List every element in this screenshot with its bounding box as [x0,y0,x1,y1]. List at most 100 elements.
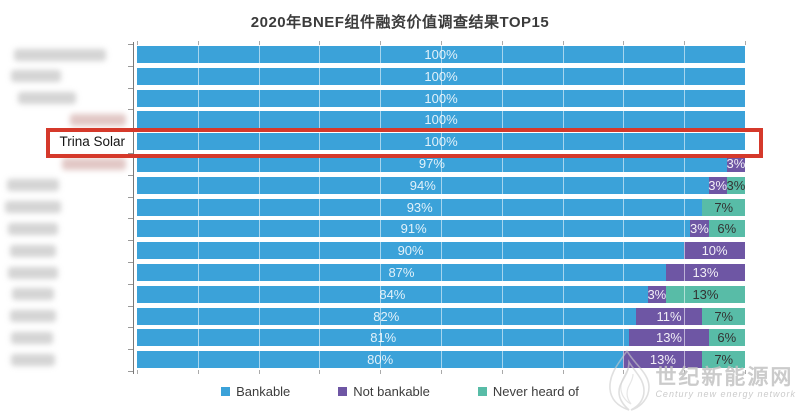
segment-never-heard-of: 7% [702,307,745,325]
legend-item-not-bankable: Not bankable [338,384,430,399]
segment-value-label: 6% [717,221,737,237]
segment-value-label: 10% [701,243,728,259]
segment-bankable: 91% [137,220,691,238]
legend-label: Never heard of [492,384,579,399]
segment-value-label: 90% [397,243,424,259]
gridline [562,46,564,369]
segment-not-bankable: 3% [708,176,727,194]
segment-value-label: 7% [714,199,734,215]
segment-bankable: 93% [137,198,703,216]
y-axis-line [133,42,134,374]
segment-not-bankable: 13% [629,329,709,347]
redacted-label [8,222,58,235]
highlight-box [46,128,763,158]
bar-row: 94% 3% 3% [137,176,745,194]
segment-bankable: 100% [137,67,745,85]
segment-not-bankable: 11% [635,307,703,325]
redacted-label [10,244,56,257]
watermark-en: Century new energy network [655,389,796,400]
segment-bankable: 87% [137,264,666,281]
segment-value-label: 7% [714,352,734,368]
segment-value-label: 3% [647,286,667,302]
redacted-label [11,331,53,344]
y-axis-tick [128,305,133,307]
segment-not-bankable: 13% [665,264,745,281]
segment-value-label: 80% [367,352,394,368]
bar-row: 93% 7% [137,198,745,216]
x-axis-tick-bottom [501,370,503,374]
bar-row: 81% 13% 6% [137,329,745,347]
legend-label: Not bankable [353,384,430,399]
segment-value-label: 3% [726,156,746,171]
segment-bankable: 100% [137,133,745,151]
segment-value-label: 87% [388,265,415,280]
category-label: Trina Solar [59,134,125,150]
x-axis-tick-bottom [258,370,260,374]
redacted-label [14,48,106,61]
x-axis-tick-top [745,41,746,45]
x-axis-tick-top [380,41,382,45]
x-axis-tick-bottom [745,370,746,374]
segment-value-label: 3% [689,221,709,237]
y-axis-tick [128,371,133,372]
legend-label: Bankable [236,384,291,399]
y-axis-tick [128,218,133,220]
watermark-cn: 世纪新能源网 [655,365,794,389]
redacted-label [8,266,58,279]
segment-value-label: 11% [656,308,682,324]
redacted-label [12,288,54,301]
segment-bankable: 82% [137,307,636,325]
y-axis-tick [128,283,133,285]
gridline [319,46,321,369]
legend-swatch [477,387,487,396]
legend: Bankable Not bankable Never heard of [0,384,800,399]
y-axis-tick [128,153,133,154]
segment-value-label: 84% [379,286,406,302]
watermark: 世纪新能源网 Century new energy network [601,349,796,416]
redacted-label [11,70,61,83]
segment-value-label: 13% [649,352,676,368]
x-axis-tick-bottom [441,370,442,374]
segment-bankable: 100% [137,46,745,63]
x-axis-tick-bottom [197,370,199,374]
x-axis-tick-top [501,41,503,45]
segment-never-heard-of: 3% [726,176,745,194]
y-axis-tick [128,65,133,67]
segment-value-label: 13% [655,330,682,346]
segment-value-label: 100% [424,90,458,106]
bar-row: 87% 13% [137,264,745,281]
segment-value-label: 91% [400,221,427,237]
segment-bankable: 84% [137,285,648,303]
x-axis-tick-top [684,41,686,45]
segment-bankable: 80% [137,351,624,369]
segment-value-label: 100% [424,112,458,128]
segment-not-bankable: 3% [647,285,667,303]
segment-value-label: 94% [409,177,436,193]
y-axis-tick [128,262,133,263]
x-axis-tick-bottom [562,370,564,374]
segment-value-label: 93% [406,199,433,215]
redacted-label [18,92,76,105]
gridline [745,46,746,369]
segment-not-bankable: 10% [684,242,745,260]
segment-never-heard-of: 7% [702,351,745,369]
x-axis-tick-top [441,41,442,45]
flame-logo-icon [601,349,653,416]
segment-not-bankable: 3% [726,155,746,172]
segment-value-label: 100% [424,68,458,84]
x-axis-tick-top [258,41,260,45]
gridline [441,46,442,369]
x-axis-tick-top [562,41,564,45]
bar-row: 84% 3% 13% [137,285,745,303]
bar-row: 82% 11% 7% [137,307,745,325]
segment-not-bankable: 3% [689,220,709,238]
redacted-label [11,353,55,366]
redacted-label [5,201,61,214]
segment-bankable: 94% [137,176,709,194]
redacted-label [70,113,126,126]
bar-row: 100% [137,111,745,129]
segment-never-heard-of: 13% [665,285,745,303]
x-axis-tick-bottom [319,370,321,374]
segment-never-heard-of: 6% [708,220,745,238]
